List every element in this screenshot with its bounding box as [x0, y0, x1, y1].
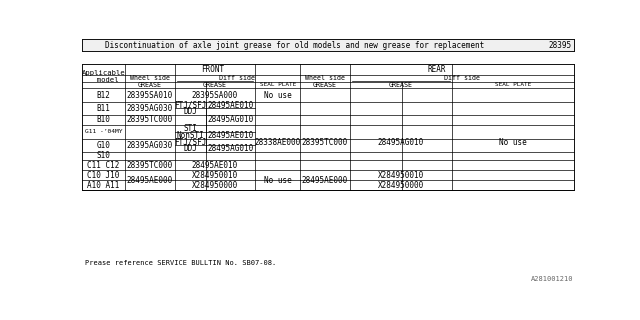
- Text: Prease reference SERVICE BULLTIN No. SB07-08.: Prease reference SERVICE BULLTIN No. SB0…: [85, 260, 276, 266]
- Text: GREASE: GREASE: [203, 82, 227, 88]
- Text: NonSTI: NonSTI: [176, 131, 204, 140]
- Text: B11: B11: [97, 104, 111, 113]
- Text: S10: S10: [97, 151, 111, 160]
- Text: 28495AE010: 28495AE010: [207, 131, 253, 140]
- Text: 28395SA010: 28395SA010: [127, 91, 173, 100]
- Text: C11 C12: C11 C12: [88, 161, 120, 170]
- Bar: [83, 39, 573, 52]
- Text: FTJ/SFJ: FTJ/SFJ: [174, 137, 206, 146]
- Text: 28495AE010: 28495AE010: [207, 101, 253, 110]
- Text: Discontinuation of axle joint grease for old models and new grease for replaceme: Discontinuation of axle joint grease for…: [105, 41, 484, 50]
- Text: DDJ: DDJ: [183, 144, 197, 153]
- Text: 28495AG010: 28495AG010: [207, 115, 253, 124]
- Text: DDJ: DDJ: [183, 107, 197, 116]
- Text: X284950010: X284950010: [192, 171, 238, 180]
- Text: GREASE: GREASE: [313, 82, 337, 88]
- Text: 28495AG010: 28495AG010: [207, 144, 253, 153]
- Text: 28395TC000: 28395TC000: [302, 138, 348, 147]
- Text: Wheel side: Wheel side: [305, 75, 345, 81]
- Text: Applicable
  model: Applicable model: [82, 70, 125, 83]
- Text: 28395AG030: 28395AG030: [127, 104, 173, 113]
- Text: No use: No use: [499, 138, 527, 147]
- Text: 28495AE010: 28495AE010: [192, 161, 238, 170]
- Text: X284950000: X284950000: [192, 180, 238, 189]
- Text: Diff side: Diff side: [444, 75, 480, 81]
- Text: X284950000: X284950000: [378, 180, 424, 189]
- Text: B12: B12: [97, 91, 111, 100]
- Text: No use: No use: [264, 91, 291, 100]
- Text: G11 -’04MY: G11 -’04MY: [85, 129, 122, 134]
- Text: B10: B10: [97, 115, 111, 124]
- Text: 28495AE000: 28495AE000: [127, 176, 173, 185]
- Text: A10 A11: A10 A11: [88, 180, 120, 189]
- Text: GREASE: GREASE: [138, 82, 162, 88]
- Text: Diff side: Diff side: [220, 75, 255, 81]
- Text: FTJ/SFJ: FTJ/SFJ: [174, 101, 206, 110]
- Text: A281001210: A281001210: [531, 276, 573, 282]
- Text: 28395SA000: 28395SA000: [192, 91, 238, 100]
- Text: SEAL PLATE: SEAL PLATE: [259, 83, 296, 87]
- Text: 28338AE000: 28338AE000: [255, 138, 301, 147]
- Text: G10: G10: [97, 140, 111, 149]
- Text: C10 J10: C10 J10: [88, 171, 120, 180]
- Text: 28495AG010: 28495AG010: [378, 138, 424, 147]
- Text: SEAL PLATE: SEAL PLATE: [495, 83, 531, 87]
- Bar: [83, 64, 573, 190]
- Text: FRONT: FRONT: [201, 65, 224, 74]
- Text: 28395TC000: 28395TC000: [127, 161, 173, 170]
- Text: Wheel side: Wheel side: [130, 75, 170, 81]
- Text: 28395TC000: 28395TC000: [127, 115, 173, 124]
- Text: GREASE: GREASE: [389, 82, 413, 88]
- Text: REAR: REAR: [428, 65, 446, 74]
- Text: 28395: 28395: [548, 41, 572, 50]
- Text: X284950010: X284950010: [378, 171, 424, 180]
- Text: 28395AG030: 28395AG030: [127, 140, 173, 149]
- Text: No use: No use: [264, 176, 291, 185]
- Text: STI: STI: [183, 124, 197, 132]
- Text: 28495AE000: 28495AE000: [302, 176, 348, 185]
